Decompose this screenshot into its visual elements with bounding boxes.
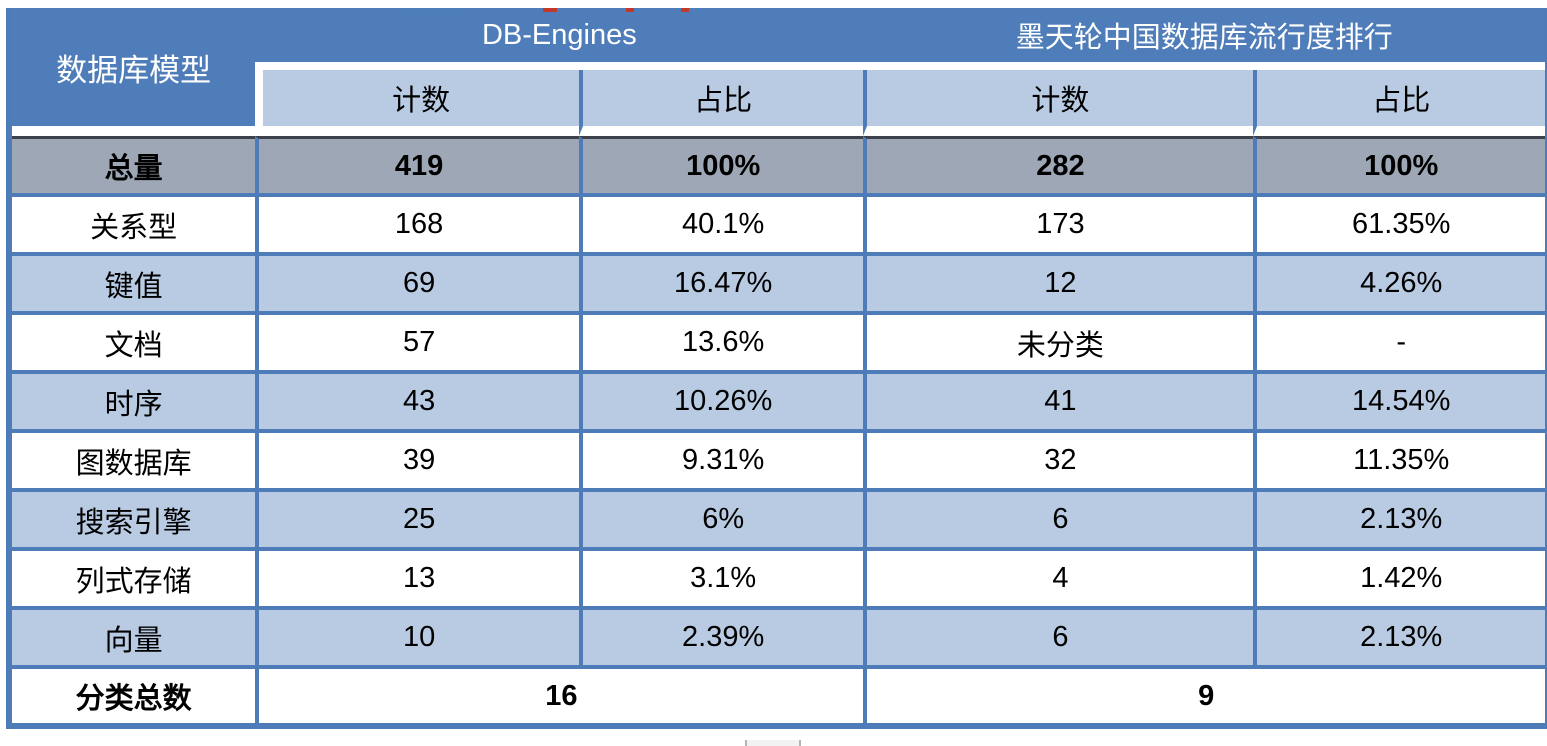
cell-value: 69 bbox=[255, 252, 579, 311]
bottom-edge-artifact bbox=[745, 740, 801, 746]
group-header-modb-ranking: 墨天轮中国数据库流行度排行 bbox=[863, 8, 1545, 70]
row-label: 列式存储 bbox=[12, 547, 256, 606]
cell-value: 41 bbox=[863, 370, 1254, 429]
cell-value: 43 bbox=[255, 370, 579, 429]
cell-value: 32 bbox=[863, 429, 1254, 488]
modb-category-total: 9 bbox=[863, 665, 1545, 723]
database-model-comparison-table: 数据库模型 DB-Engines 墨天轮中国数据库流行度排行 计数 占比 计数 … bbox=[6, 8, 1547, 729]
cell-value: 16.47% bbox=[578, 252, 864, 311]
cell-value: 100% bbox=[1253, 136, 1545, 193]
db-engines-category-total: 16 bbox=[255, 665, 864, 723]
cell-value: 282 bbox=[863, 136, 1254, 193]
cell-value: 6 bbox=[863, 606, 1254, 665]
cropped-text-artifact bbox=[626, 8, 634, 12]
column-header-row: 计数 占比 计数 占比 bbox=[12, 70, 1545, 136]
corner-header-cell: 数据库模型 bbox=[12, 8, 256, 136]
col-header-modb-share: 占比 bbox=[1253, 70, 1545, 136]
cell-value: 6 bbox=[863, 488, 1254, 547]
cropped-text-artifact bbox=[681, 8, 689, 12]
cell-value: 11.35% bbox=[1253, 429, 1545, 488]
cell-value: 57 bbox=[255, 311, 579, 370]
table-row: 文档 57 13.6% 未分类 - bbox=[12, 311, 1545, 370]
cell-value: 100% bbox=[578, 136, 864, 193]
cell-value: 39 bbox=[255, 429, 579, 488]
row-label: 键值 bbox=[12, 252, 256, 311]
col-header-db-share: 占比 bbox=[578, 70, 864, 136]
category-total-row: 分类总数 16 9 bbox=[12, 665, 1545, 723]
cell-value: 2.13% bbox=[1253, 488, 1545, 547]
cell-value: 6% bbox=[578, 488, 864, 547]
cell-value: 61.35% bbox=[1253, 193, 1545, 252]
row-label: 搜索引擎 bbox=[12, 488, 256, 547]
cell-value: 2.13% bbox=[1253, 606, 1545, 665]
cropped-text-artifact bbox=[400, 8, 468, 11]
table-row: 时序 43 10.26% 41 14.54% bbox=[12, 370, 1545, 429]
table-row: 图数据库 39 9.31% 32 11.35% bbox=[12, 429, 1545, 488]
cell-value: 13 bbox=[255, 547, 579, 606]
total-row: 总量 419 100% 282 100% bbox=[12, 136, 1545, 193]
cell-value: 168 bbox=[255, 193, 579, 252]
cell-value: 4 bbox=[863, 547, 1254, 606]
cell-value: 3.1% bbox=[578, 547, 864, 606]
row-label: 关系型 bbox=[12, 193, 256, 252]
table-row: 键值 69 16.47% 12 4.26% bbox=[12, 252, 1545, 311]
cropped-text-artifact bbox=[543, 8, 557, 12]
cell-value: 25 bbox=[255, 488, 579, 547]
table-row: 列式存储 13 3.1% 4 1.42% bbox=[12, 547, 1545, 606]
group-header-db-engines: DB-Engines bbox=[255, 8, 864, 70]
cell-value: 419 bbox=[255, 136, 579, 193]
cell-value: 14.54% bbox=[1253, 370, 1545, 429]
col-header-modb-count: 计数 bbox=[863, 70, 1254, 136]
cell-value: 173 bbox=[863, 193, 1254, 252]
cell-value: 10 bbox=[255, 606, 579, 665]
table-row: 搜索引擎 25 6% 6 2.13% bbox=[12, 488, 1545, 547]
cell-value: 1.42% bbox=[1253, 547, 1545, 606]
row-label: 文档 bbox=[12, 311, 256, 370]
cell-value: 10.26% bbox=[578, 370, 864, 429]
cell-value: 9.31% bbox=[578, 429, 864, 488]
row-label: 分类总数 bbox=[12, 665, 256, 723]
row-label: 向量 bbox=[12, 606, 256, 665]
group-header-row: 数据库模型 DB-Engines 墨天轮中国数据库流行度排行 bbox=[12, 8, 1545, 136]
table-row: 向量 10 2.39% 6 2.13% bbox=[12, 606, 1545, 665]
row-label: 总量 bbox=[12, 136, 256, 193]
row-label: 时序 bbox=[12, 370, 256, 429]
cell-value: 4.26% bbox=[1253, 252, 1545, 311]
row-label: 图数据库 bbox=[12, 429, 256, 488]
cell-value: 2.39% bbox=[578, 606, 864, 665]
col-header-db-count: 计数 bbox=[255, 70, 579, 136]
table-row: 关系型 168 40.1% 173 61.35% bbox=[12, 193, 1545, 252]
cell-value: 13.6% bbox=[578, 311, 864, 370]
cell-value: 未分类 bbox=[863, 311, 1254, 370]
cell-value: 12 bbox=[863, 252, 1254, 311]
cell-value: 40.1% bbox=[578, 193, 864, 252]
cell-value: - bbox=[1253, 311, 1545, 370]
